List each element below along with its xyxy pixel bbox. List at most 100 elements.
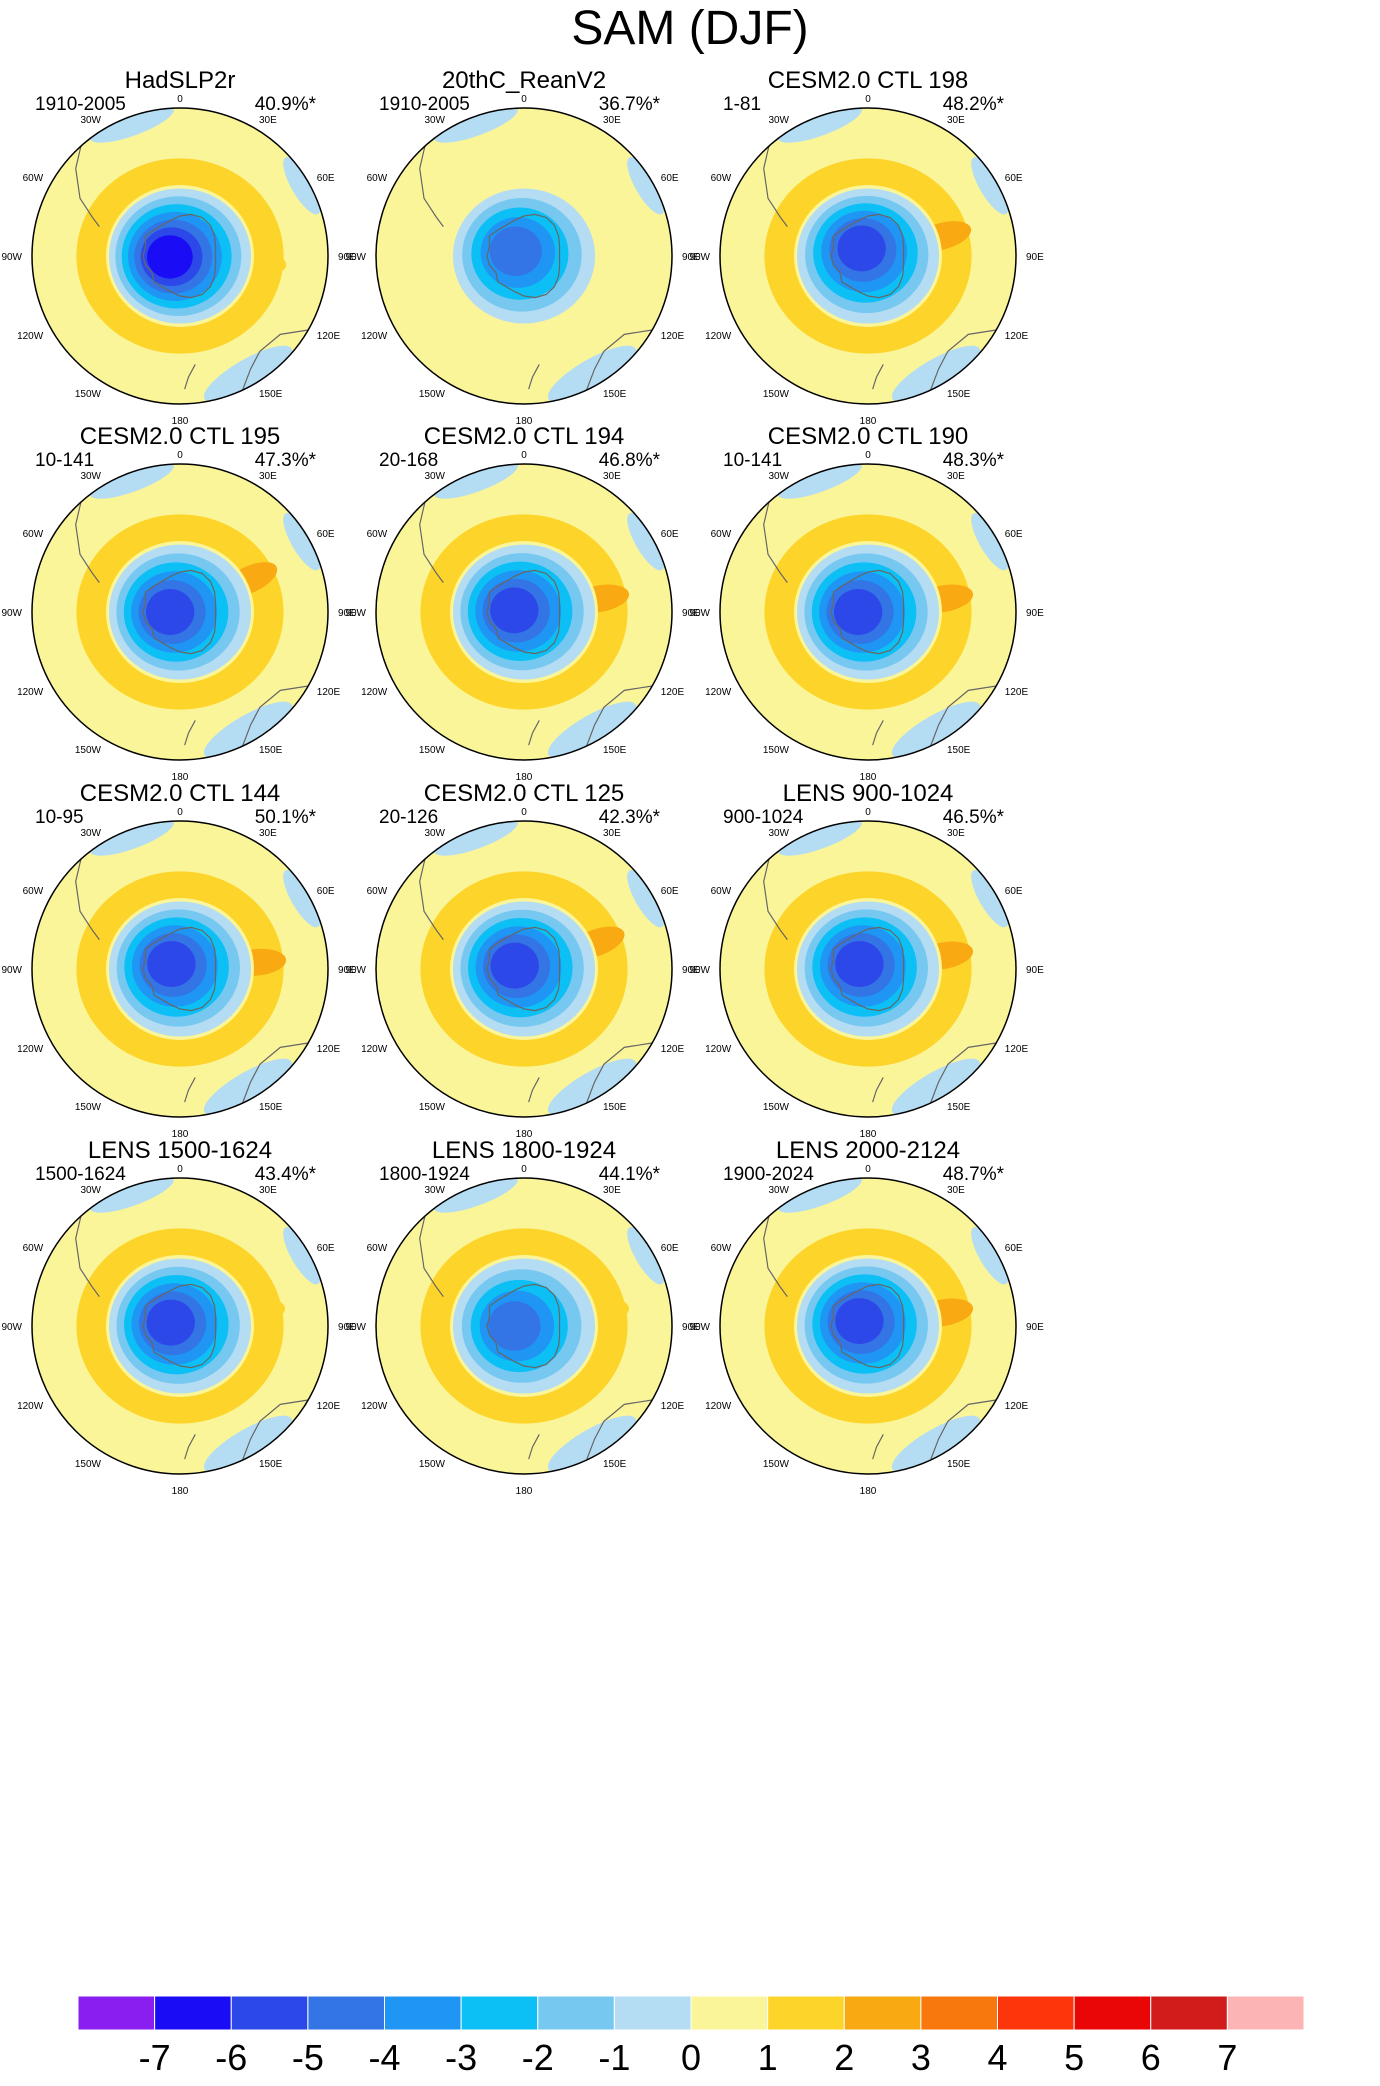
new-zealand-coastline <box>528 1077 540 1103</box>
colorbar-bin <box>767 1995 845 2031</box>
longitude-label: 180 <box>172 1486 189 1497</box>
colorbar-tick-label: 1 <box>758 2037 778 2078</box>
longitude-label: 60E <box>317 1243 335 1254</box>
negative-patch <box>433 821 518 856</box>
longitude-label: 120E <box>317 1401 341 1412</box>
longitude-label: 90E <box>1026 608 1044 619</box>
longitude-label: 30W <box>424 471 445 482</box>
longitude-label: 30E <box>259 115 277 126</box>
longitude-label: 60W <box>367 173 388 184</box>
anomaly-field <box>32 464 328 760</box>
negative-patch <box>971 870 1009 928</box>
longitude-label: 120E <box>1005 687 1029 698</box>
panel-title: CESM2.0 CTL 190 <box>768 423 969 450</box>
negative-patch <box>433 108 518 143</box>
longitude-label: 60E <box>661 529 679 540</box>
south-america-coastline <box>419 858 444 940</box>
south-america-coastline <box>763 858 788 940</box>
longitude-label: 30W <box>424 828 445 839</box>
australia-coastline <box>929 1042 997 1104</box>
longitude-label: 180 <box>516 416 533 427</box>
longitude-label: 90W <box>345 1322 366 1333</box>
longitude-label: 60E <box>1005 529 1023 540</box>
negative-patch <box>627 157 665 215</box>
longitude-label: 0 <box>177 1164 183 1175</box>
longitude-label: 60W <box>23 1243 44 1254</box>
negative-patch <box>627 513 665 571</box>
south-america-coastline <box>763 1215 788 1297</box>
longitude-label: 60W <box>711 886 732 897</box>
period-label: 1910-2005 <box>35 94 126 115</box>
longitude-label: 120W <box>17 331 44 342</box>
colorbar-bin <box>920 1995 999 2031</box>
period-label: 1910-2005 <box>379 94 470 115</box>
longitude-label: 90W <box>345 965 366 976</box>
australia-coastline <box>929 685 997 747</box>
australia-coastline <box>241 329 309 391</box>
longitude-label: 0 <box>865 450 871 461</box>
longitude-label: 30E <box>947 828 965 839</box>
panel-title: CESM2.0 CTL 125 <box>424 780 625 807</box>
period-label: 10-95 <box>35 807 84 828</box>
colorbar-tick-label: -1 <box>598 2037 630 2078</box>
anomaly-field <box>32 1178 328 1474</box>
colorbar-tick-label: -4 <box>368 2037 400 2078</box>
south-america-coastline <box>75 1215 100 1297</box>
longitude-label: 60W <box>711 173 732 184</box>
colorbar-bin <box>1226 1995 1305 2031</box>
panel-title: LENS 1500-1624 <box>88 1137 272 1164</box>
colorbar-tick-label: -6 <box>215 2037 247 2078</box>
period-label: 900-1024 <box>723 807 804 828</box>
longitude-label: 30E <box>259 471 277 482</box>
new-zealand-coastline <box>528 720 540 746</box>
polar-low-level <box>488 1301 541 1351</box>
map-border <box>719 463 1017 761</box>
longitude-label: 120E <box>661 331 685 342</box>
negative-patch <box>627 870 665 928</box>
longitude-label: 150E <box>259 1102 283 1113</box>
longitude-label: 150E <box>947 1459 971 1470</box>
map-border <box>719 820 1017 1118</box>
longitude-label: 30E <box>603 828 621 839</box>
longitude-label: 150E <box>259 389 283 400</box>
longitude-label: 60W <box>711 529 732 540</box>
south-america-coastline <box>763 145 788 227</box>
longitude-label: 90W <box>1 252 22 263</box>
negative-patch <box>283 870 321 928</box>
panel-title: CESM2.0 CTL 195 <box>80 423 281 450</box>
south-america-coastline <box>75 501 100 583</box>
negative-patch <box>89 464 174 499</box>
colorbar-tick-label: 3 <box>911 2037 931 2078</box>
anomaly-field <box>32 821 328 1117</box>
anomaly-field <box>720 464 1016 760</box>
longitude-label: 90E <box>682 252 700 263</box>
anomaly-field <box>720 108 1016 404</box>
longitude-label: 60W <box>23 529 44 540</box>
longitude-label: 90W <box>345 252 366 263</box>
variance-label: 50.1%* <box>255 807 317 828</box>
south-america-coastline <box>75 858 100 940</box>
colorbar-bin <box>997 1995 1075 2031</box>
variance-label: 48.7%* <box>943 1164 1005 1185</box>
anomaly-field <box>376 821 672 1117</box>
colorbar: -7 -6 -5 -4 -3 -2 -1 0 1 2 3 4 5 6 7 <box>77 1995 1305 2078</box>
antarctica-coastline <box>830 569 905 655</box>
longitude-label: 150E <box>603 389 627 400</box>
anomaly-field <box>376 1178 672 1474</box>
map-border <box>375 820 673 1118</box>
longitude-label: 0 <box>865 1164 871 1175</box>
anomaly-field <box>376 464 672 760</box>
longitude-label: 180 <box>172 416 189 427</box>
longitude-label: 180 <box>172 772 189 783</box>
anomaly-field <box>32 108 328 404</box>
longitude-label: 0 <box>865 94 871 105</box>
panel-title: LENS 1800-1924 <box>432 1137 616 1164</box>
longitude-label: 30E <box>259 828 277 839</box>
australia-coastline <box>241 1399 309 1461</box>
colorbar-tick-label: -5 <box>292 2037 324 2078</box>
map-border <box>31 1177 329 1475</box>
longitude-label: 90W <box>1 608 22 619</box>
map-border <box>719 1177 1017 1475</box>
polar-low-level <box>145 589 195 635</box>
